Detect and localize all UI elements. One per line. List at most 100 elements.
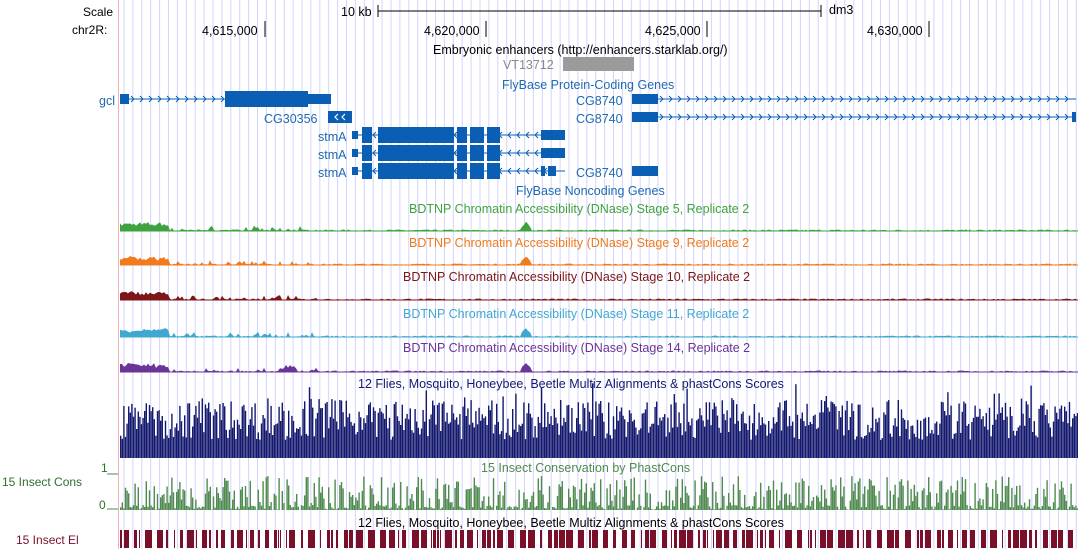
- gene-label-cg8740[interactable]: CG8740: [576, 112, 623, 126]
- strand-arrow: [1046, 95, 1051, 103]
- strand-arrow: [534, 149, 539, 157]
- strand-arrow: [1037, 113, 1042, 121]
- gene-exon: [632, 94, 658, 104]
- gene-exon: [470, 163, 484, 179]
- phastcons-bar: [339, 485, 341, 510]
- multiz-bar: [526, 413, 528, 458]
- element-block: [724, 530, 729, 548]
- multiz-bar: [241, 406, 243, 458]
- phastcons-bar: [380, 477, 383, 510]
- enhancer-item-label[interactable]: VT13712: [503, 58, 554, 72]
- gene-label-stma[interactable]: stmA: [318, 148, 347, 162]
- multiz-bar: [252, 425, 255, 458]
- gene-exon: [548, 166, 556, 176]
- multiz-bar: [139, 416, 141, 458]
- ruler-position: 4,630,000: [867, 24, 923, 38]
- gene-label-stma[interactable]: stmA: [318, 130, 347, 144]
- phastcons-bar: [702, 489, 704, 510]
- phastcons-bar: [481, 501, 483, 510]
- gene-label-cg8740[interactable]: CG8740: [576, 94, 623, 108]
- element-block: [431, 530, 432, 548]
- phastcons-bar: [179, 482, 181, 510]
- phastcons-bar: [1025, 508, 1027, 510]
- multiz-bar: [406, 413, 408, 458]
- multiz-bar: [355, 434, 357, 458]
- phastcons-bar: [732, 484, 735, 510]
- phastcons-bar: [286, 479, 288, 510]
- elements-track-label[interactable]: 15 Insect El: [16, 533, 79, 547]
- phastcons-bar: [617, 508, 619, 510]
- multiz-bar: [646, 402, 648, 458]
- gene-label-cg8740[interactable]: CG8740: [576, 166, 623, 180]
- gene-label-stma[interactable]: stmA: [318, 166, 347, 180]
- phastcons-bar: [196, 508, 199, 510]
- multiz-bar: [731, 398, 733, 458]
- phastcons-track-label[interactable]: 15 Insect Cons: [2, 475, 83, 489]
- phastcons-bar: [302, 505, 304, 510]
- multiz-bar: [617, 420, 619, 458]
- phastcons-bar: [208, 491, 210, 510]
- phastcons-bar: [700, 476, 703, 510]
- multiz-bar: [486, 425, 488, 458]
- multiz-bar: [262, 415, 264, 458]
- phastcons-bar: [297, 506, 299, 510]
- multiz-bar: [675, 402, 677, 458]
- multiz-bar: [779, 402, 781, 458]
- element-block: [221, 530, 225, 548]
- multiz-bar: [120, 435, 122, 458]
- phastcons-bar: [233, 490, 235, 510]
- phastcons-bar: [704, 481, 706, 510]
- gene-exon: [487, 163, 500, 179]
- phastcons-bar: [176, 491, 178, 510]
- multiz-bar: [409, 408, 411, 458]
- multiz-bar: [368, 404, 370, 458]
- phastcons-bar: [467, 489, 469, 510]
- multiz-bar: [302, 408, 304, 458]
- element-block: [548, 530, 552, 548]
- phastcons-bar: [416, 487, 418, 510]
- multiz-bar: [179, 405, 181, 458]
- phastcons-bar: [457, 481, 459, 510]
- element-block: [687, 530, 693, 548]
- multiz-bar: [209, 412, 211, 458]
- multiz-bar: [460, 439, 463, 458]
- strand-arrow: [722, 95, 727, 103]
- phastcons-bar: [945, 492, 947, 510]
- strand-arrow: [794, 113, 799, 121]
- multiz-bar: [376, 436, 378, 458]
- multiz-bar: [294, 432, 296, 458]
- phastcons-bar: [649, 493, 651, 510]
- multiz-bar: [540, 387, 543, 458]
- phastcons-bar: [435, 488, 437, 510]
- multiz-bar: [374, 410, 376, 458]
- multiz-bar: [155, 435, 157, 458]
- phastcons-bar: [475, 485, 477, 510]
- phastcons-bar: [497, 494, 499, 510]
- element-block: [895, 530, 899, 548]
- multiz-bar: [723, 413, 725, 458]
- phastcons-bar: [766, 490, 768, 510]
- multiz-bar: [894, 418, 896, 458]
- phastcons-bar: [1016, 485, 1018, 510]
- phastcons-bar: [748, 506, 751, 510]
- multiz-bar: [182, 436, 184, 458]
- multiz-bar: [329, 416, 331, 458]
- phastcons-bar: [804, 507, 807, 510]
- multiz-bar: [808, 425, 810, 458]
- multiz-bar: [572, 431, 575, 458]
- strand-arrow: [157, 95, 162, 103]
- multiz-bar: [168, 437, 170, 458]
- gene-label-cg30356[interactable]: CG30356: [264, 112, 318, 126]
- phastcons-bar: [1035, 494, 1037, 510]
- track-label-panel[interactable]: Scale chr2R: 15 Insect Cons 1 0 15 Insec…: [0, 0, 118, 549]
- multiz-bar: [1030, 385, 1032, 458]
- phastcons-bar: [326, 509, 328, 510]
- gene-label-gcl[interactable]: gcl: [99, 94, 115, 108]
- multiz-bar: [606, 433, 608, 458]
- multiz-bar: [864, 436, 866, 458]
- multiz-bar: [1049, 427, 1051, 458]
- phastcons-bar: [508, 506, 511, 510]
- element-block: [258, 530, 260, 548]
